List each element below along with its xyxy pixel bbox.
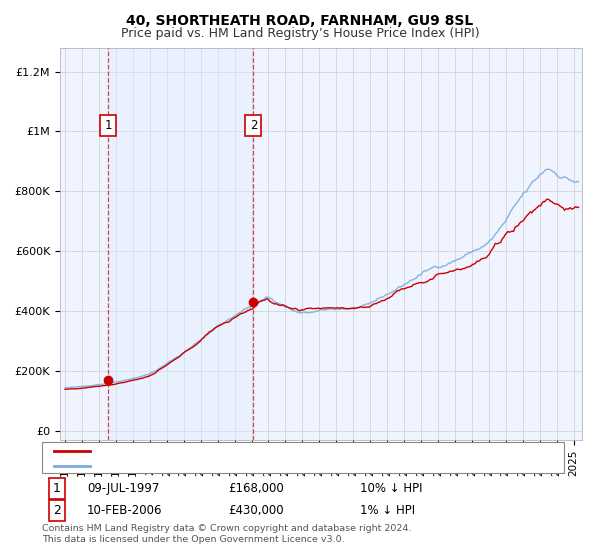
Text: 09-JUL-1997: 09-JUL-1997	[87, 482, 160, 495]
Text: 1% ↓ HPI: 1% ↓ HPI	[360, 504, 415, 517]
Text: £430,000: £430,000	[228, 504, 284, 517]
Text: 2: 2	[53, 504, 61, 517]
Bar	[108, 48, 253, 440]
Text: 10% ↓ HPI: 10% ↓ HPI	[360, 482, 422, 495]
Text: 1: 1	[104, 119, 112, 132]
Text: £168,000: £168,000	[228, 482, 284, 495]
Text: 40, SHORTHEATH ROAD, FARNHAM, GU9 8SL: 40, SHORTHEATH ROAD, FARNHAM, GU9 8SL	[127, 14, 473, 28]
Text: 2: 2	[250, 119, 257, 132]
Text: HPI: Average price, detached house, Waverley: HPI: Average price, detached house, Wave…	[99, 460, 357, 470]
Text: This data is licensed under the Open Government Licence v3.0.: This data is licensed under the Open Gov…	[42, 535, 344, 544]
Text: Contains HM Land Registry data © Crown copyright and database right 2024.: Contains HM Land Registry data © Crown c…	[42, 524, 412, 533]
Text: 1: 1	[53, 482, 61, 495]
Text: 40, SHORTHEATH ROAD, FARNHAM, GU9 8SL (detached house): 40, SHORTHEATH ROAD, FARNHAM, GU9 8SL (d…	[99, 446, 450, 456]
Text: Price paid vs. HM Land Registry’s House Price Index (HPI): Price paid vs. HM Land Registry’s House …	[121, 27, 479, 40]
Text: 10-FEB-2006: 10-FEB-2006	[87, 504, 163, 517]
